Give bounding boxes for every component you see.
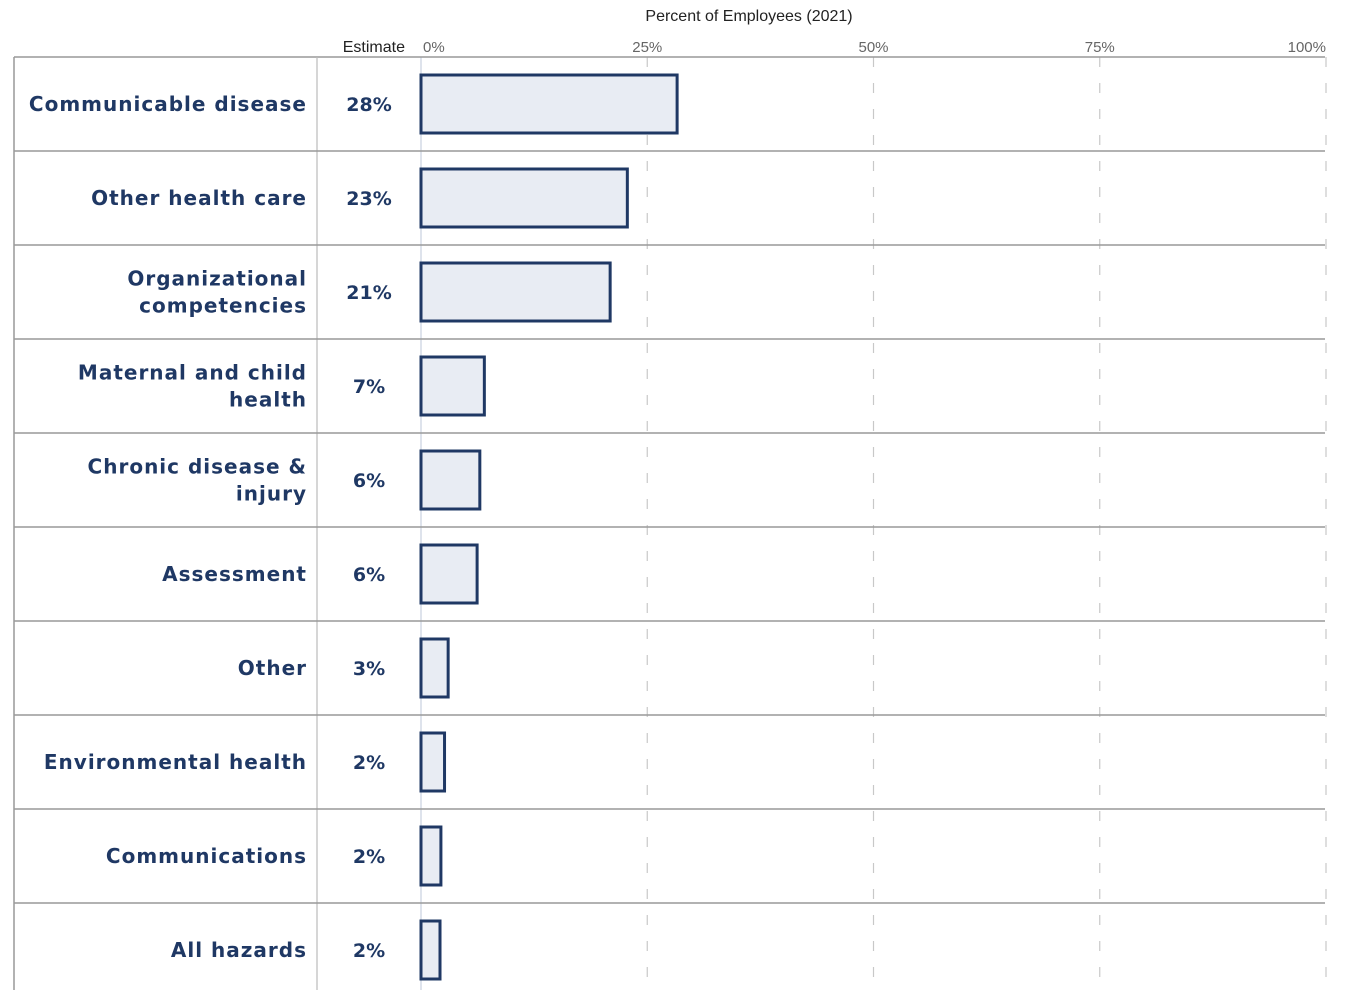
tick-label-0: 0%	[423, 39, 445, 56]
estimate-label: 23%	[346, 188, 391, 210]
estimate-column-header: Estimate	[343, 39, 405, 56]
category-label: All hazards	[171, 938, 307, 962]
category-label: health	[229, 388, 307, 412]
estimate-label: 2%	[353, 846, 385, 868]
estimate-label: 21%	[346, 282, 391, 304]
category-label: Other	[238, 656, 307, 680]
bar-7	[419, 731, 447, 793]
bar-0	[419, 73, 679, 135]
category-label: Assessment	[162, 562, 307, 586]
category-label: Maternal and child	[78, 361, 307, 385]
estimate-label: 28%	[346, 94, 391, 116]
category-label: Other health care	[91, 186, 307, 210]
row-layer	[13, 56, 1325, 990]
bar-6	[419, 637, 450, 699]
estimate-label: 6%	[353, 564, 385, 586]
category-label: Chronic disease &	[88, 455, 307, 479]
category-label: injury	[236, 482, 307, 506]
category-label: Environmental health	[44, 750, 307, 774]
category-label: competencies	[139, 294, 307, 318]
estimate-label: 7%	[353, 376, 385, 398]
category-label: Communicable disease	[29, 92, 307, 116]
estimate-label: 3%	[353, 658, 385, 680]
bar-2	[419, 261, 612, 323]
bar-layer	[419, 73, 679, 981]
tick-label-50: 50%	[858, 39, 888, 56]
category-label: Communications	[106, 844, 307, 868]
label-layer: Communicable disease 28% Other health care…	[29, 92, 392, 962]
category-label: Organizational	[127, 267, 307, 291]
bar-1	[419, 167, 629, 229]
tick-label-100: 100%	[1288, 39, 1326, 56]
tick-label-25: 25%	[632, 39, 662, 56]
bar-8	[419, 825, 443, 887]
bar-3	[419, 355, 486, 417]
bar-9	[419, 919, 442, 981]
bar-4	[419, 449, 482, 511]
tick-label-75: 75%	[1085, 39, 1115, 56]
estimate-label: 6%	[353, 470, 385, 492]
bar-5	[419, 543, 479, 605]
tick-labels: 0% 25% 50% 75% 100%	[423, 39, 1326, 56]
axis-title: Percent of Employees (2021)	[645, 8, 852, 25]
estimate-label: 2%	[353, 752, 385, 774]
estimate-label: 2%	[353, 940, 385, 962]
